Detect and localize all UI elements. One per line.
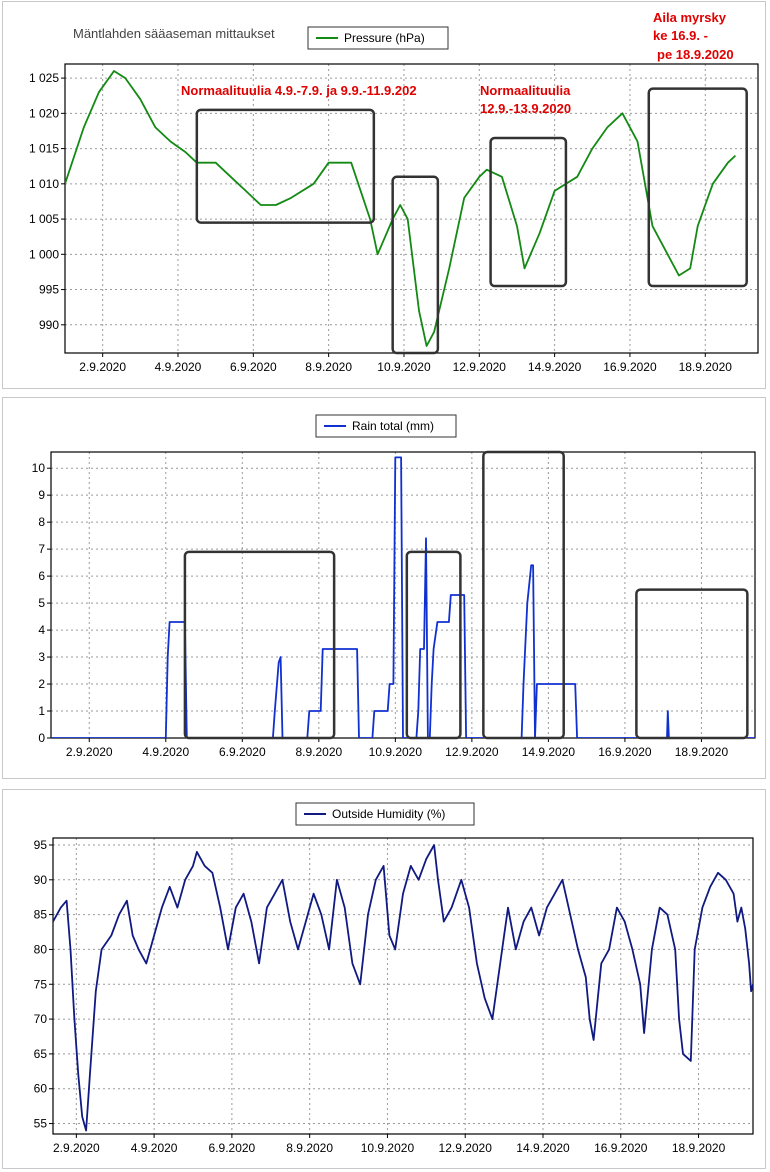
legend-box [295,802,475,826]
humidity-panel: 55 60 65 70 75 80 85 90 95 2.9.2020 4.9.2020 6.9.20… [2,789,766,1169]
y-tick-label: 95 [34,838,48,852]
series-line [65,70,737,347]
highlight-box [195,108,376,224]
y-tick-label: 1 [38,704,45,718]
plot-frame [64,63,759,354]
y-tick-label: 990 [39,318,59,332]
annotation-text: ke 16.9. - [653,28,708,43]
y-tick-label: 60 [34,1082,48,1096]
x-tick-label: 8.9.2020 [295,745,342,759]
x-tick-label: 2.9.2020 [79,360,126,374]
y-tick-label: 7 [38,542,45,556]
y-tick-label: 8 [38,515,45,529]
x-tick-label: 4.9.2020 [142,745,189,759]
y-tick-label: 1 015 [29,142,59,156]
y-tick-label: 2 [38,677,45,691]
y-tick-label: 6 [38,569,45,583]
x-tick-label: 2.9.2020 [53,1141,100,1155]
annotation-text: 12.9.-13.9.2020 [480,101,571,116]
x-tick-label: 8.9.2020 [305,360,352,374]
x-tick-label: 16.9.2020 [603,360,657,374]
x-tick-label: 6.9.2020 [219,745,266,759]
annotation-text: pe 18.9.2020 [657,47,734,62]
series-line [53,844,753,1132]
x-tick-label: 16.9.2020 [598,745,652,759]
x-tick-label: 8.9.2020 [286,1141,333,1155]
legend-label: Outside Humidity (%) [332,807,445,821]
y-tick-label: 85 [34,908,48,922]
x-tick-label: 4.9.2020 [155,360,202,374]
y-tick-label: 65 [34,1047,48,1061]
y-tick-label: 1 020 [29,106,59,120]
pressure-panel: Mäntlahden sääaseman mittaukset 990 995 1 … [2,1,766,389]
highlight-box [647,87,748,288]
x-tick-label: 2.9.2020 [66,745,113,759]
humidity-chart: 55 60 65 70 75 80 85 90 95 2.9.2020 4.9.2020 6.9.20… [34,802,754,1155]
x-tick-label: 10.9.2020 [369,745,423,759]
rain-chart: 0 1 2 3 4 5 6 7 8 9 10 2.9.2020 4.9.2020 6.9.2020 8.9.… [32,414,756,759]
annotation-text: Normaalituulia [480,83,571,98]
y-tick-label: 1 005 [29,212,59,226]
series-line [51,456,755,738]
y-tick-label: 10 [32,461,46,475]
x-tick-label: 10.9.2020 [361,1141,415,1155]
x-tick-label: 14.9.2020 [522,745,576,759]
y-tick-label: 4 [38,623,45,637]
highlight-box [635,588,749,740]
legend-box [307,26,449,50]
x-tick-label: 18.9.2020 [675,745,729,759]
x-tick-label: 14.9.2020 [516,1141,570,1155]
y-tick-label: 80 [34,942,48,956]
y-tick-label: 1 000 [29,247,59,261]
y-tick-label: 995 [39,283,59,297]
y-tick-label: 3 [38,650,45,664]
y-tick-label: 0 [38,731,45,745]
highlight-box [183,550,336,740]
highlight-box [405,550,462,740]
highlight-box [391,175,440,355]
legend-label: Rain total (mm) [352,419,434,433]
y-tick-label: 1 025 [29,71,59,85]
highlight-box [489,136,568,288]
annotation-text: Normaalituulia 4.9.-7.9. ja 9.9.-11.9.20… [181,83,417,98]
y-tick-label: 9 [38,488,45,502]
x-tick-label: 18.9.2020 [679,360,733,374]
highlight-box [482,450,565,740]
x-tick-label: 12.9.2020 [445,745,499,759]
station-title: Mäntlahden sääaseman mittaukset [73,26,275,41]
pressure-chart: 990 995 1 000 1 005 1 010 1 015 1 020 1 025 2.9.… [29,10,759,374]
y-tick-label: 1 010 [29,177,59,191]
legend-label: Pressure (hPa) [344,31,425,45]
rain-panel: 0 1 2 3 4 5 6 7 8 9 10 2.9.2020 4.9.2020 6.9.2020 8.9.… [2,397,766,779]
y-tick-label: 90 [34,873,48,887]
x-tick-label: 16.9.2020 [594,1141,648,1155]
y-tick-label: 75 [34,977,48,991]
y-tick-label: 70 [34,1012,48,1026]
y-tick-label: 55 [34,1117,48,1131]
x-tick-label: 18.9.2020 [672,1141,726,1155]
y-tick-label: 5 [38,596,45,610]
annotation-text: Aila myrsky [653,10,727,25]
x-tick-label: 12.9.2020 [439,1141,493,1155]
legend-box [315,414,457,438]
x-tick-label: 6.9.2020 [209,1141,256,1155]
x-tick-label: 10.9.2020 [377,360,431,374]
x-tick-label: 12.9.2020 [453,360,507,374]
x-tick-label: 14.9.2020 [528,360,582,374]
x-tick-label: 6.9.2020 [230,360,277,374]
x-tick-label: 4.9.2020 [131,1141,178,1155]
